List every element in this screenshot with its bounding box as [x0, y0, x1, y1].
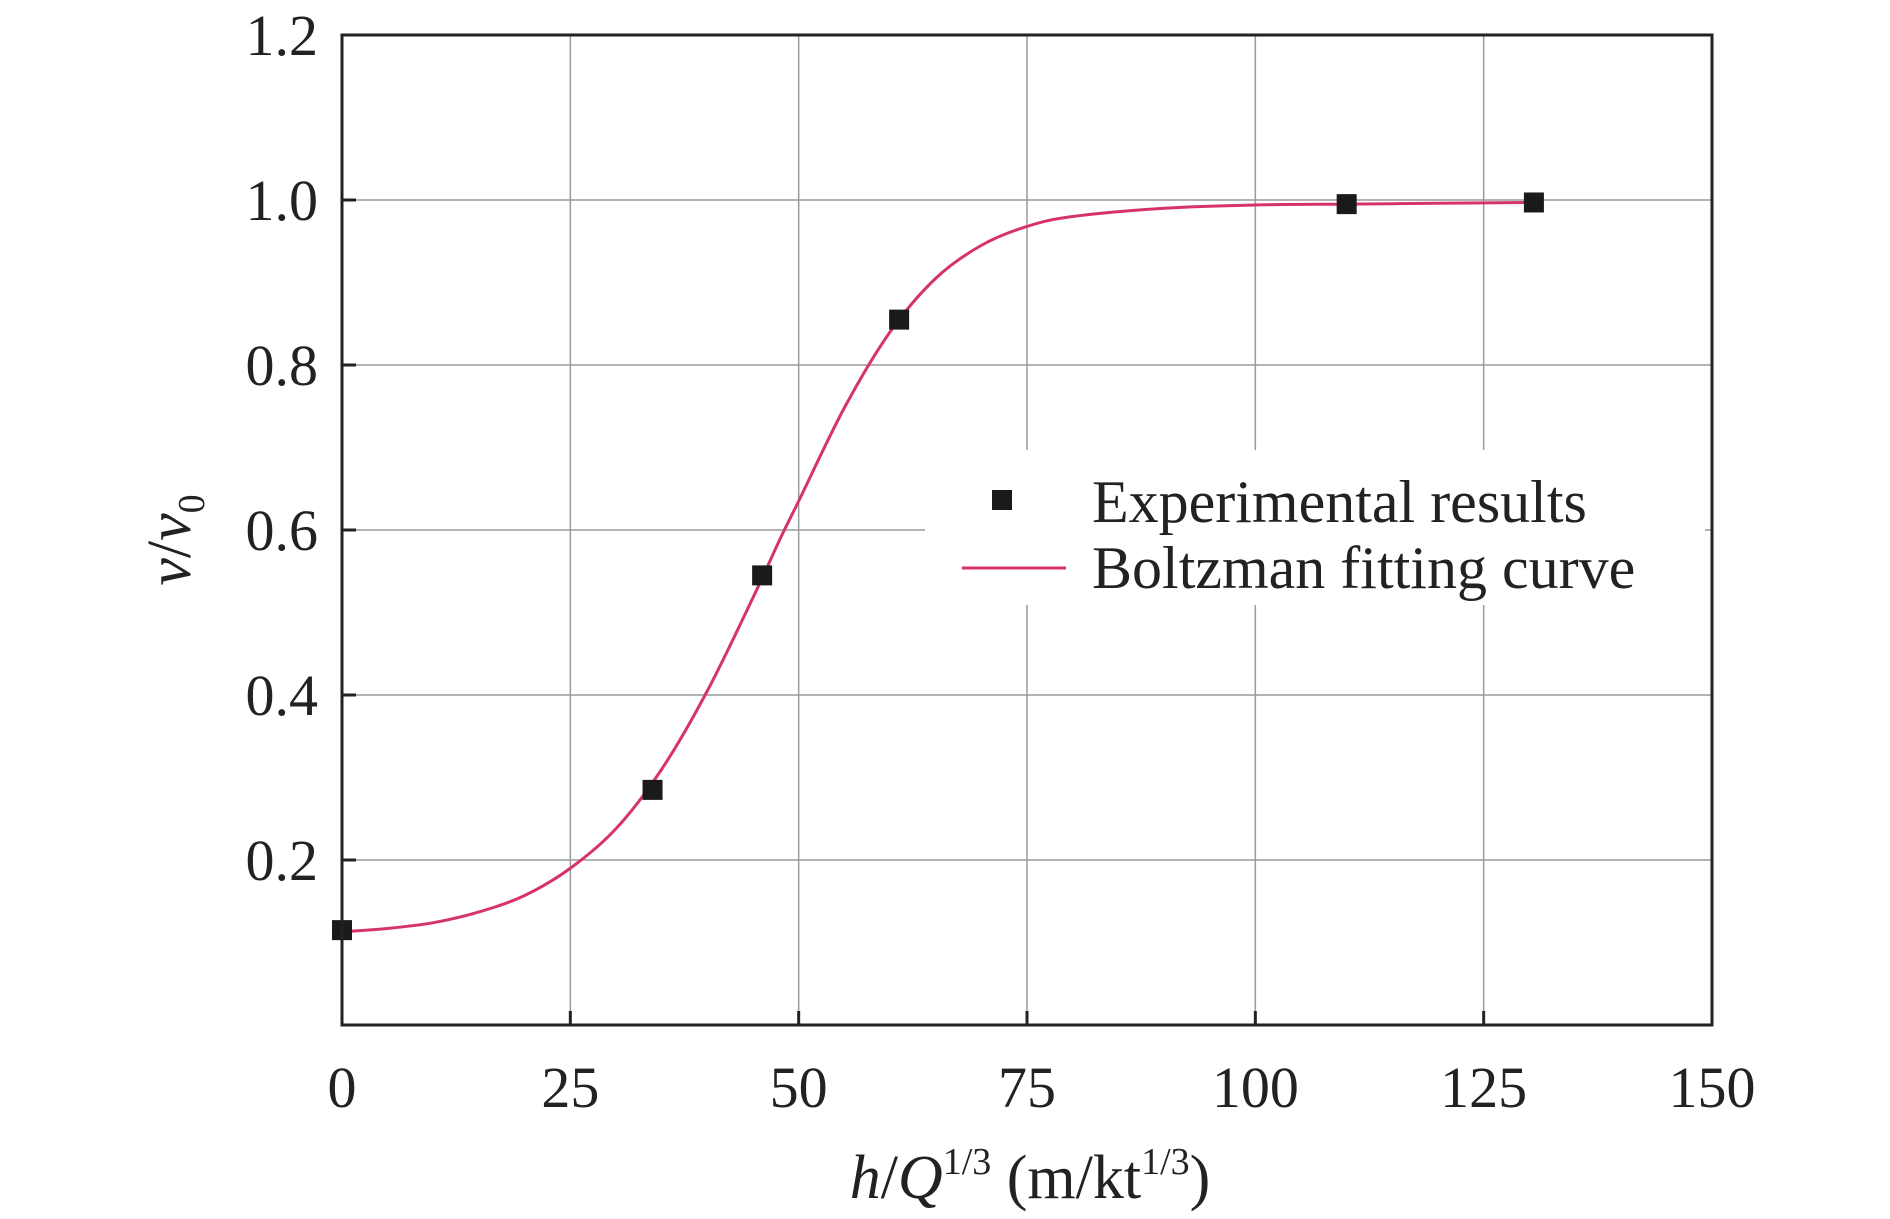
legend-marker-experimental	[992, 490, 1012, 510]
data-point-marker	[1336, 194, 1357, 215]
y-tick-label: 1.2	[246, 3, 319, 68]
data-point-marker	[889, 309, 910, 330]
x-title-var: h	[850, 1144, 881, 1212]
fit-curve	[341, 200, 1530, 934]
x-tick-label: 75	[998, 1055, 1056, 1120]
data-point-marker	[1523, 192, 1544, 213]
fit-curve-layer	[341, 200, 1530, 934]
x-tick-label: 125	[1440, 1055, 1527, 1120]
legend-background	[925, 450, 1705, 605]
legend-label-fit: Boltzman fitting curve	[1092, 535, 1635, 601]
x-title-unit: (m/kt	[991, 1144, 1141, 1212]
legend: Experimental results Boltzman fitting cu…	[925, 450, 1705, 605]
data-point-marker	[752, 565, 773, 586]
x-tick-label: 100	[1212, 1055, 1299, 1120]
x-title-slash: /	[881, 1144, 899, 1212]
legend-label-experimental: Experimental results	[1092, 469, 1587, 535]
x-title-var2: Q	[898, 1144, 943, 1212]
y-tick-label: 0.6	[246, 498, 319, 563]
y-tick-label: 0.8	[246, 333, 319, 398]
y-title-var2: v	[136, 513, 204, 541]
y-axis-title: v/v0	[136, 494, 213, 585]
y-title-slash: /	[136, 540, 204, 558]
x-axis-ticks: 0 25 50 75 100 125 150	[328, 1011, 1756, 1120]
x-title-unit-sup: 1/3	[1141, 1141, 1190, 1183]
x-title-unit-close: )	[1190, 1144, 1211, 1212]
y-tick-label: 0.4	[246, 663, 319, 728]
x-tick-label: 0	[328, 1055, 357, 1120]
x-tick-label: 150	[1669, 1055, 1756, 1120]
y-axis-ticks: 0.2 0.4 0.6 0.8 1.0 1.2	[246, 3, 356, 893]
y-title-sub: 0	[171, 494, 213, 513]
x-tick-label: 50	[770, 1055, 828, 1120]
x-axis-title: h/Q1/3 (m/kt1/3)	[850, 1141, 1211, 1212]
data-point-marker	[642, 779, 663, 800]
x-title-sup: 1/3	[943, 1141, 992, 1183]
y-tick-label: 1.0	[246, 168, 319, 233]
y-title-var: v	[136, 558, 204, 586]
x-tick-label: 25	[541, 1055, 599, 1120]
y-tick-label: 0.2	[246, 828, 319, 893]
